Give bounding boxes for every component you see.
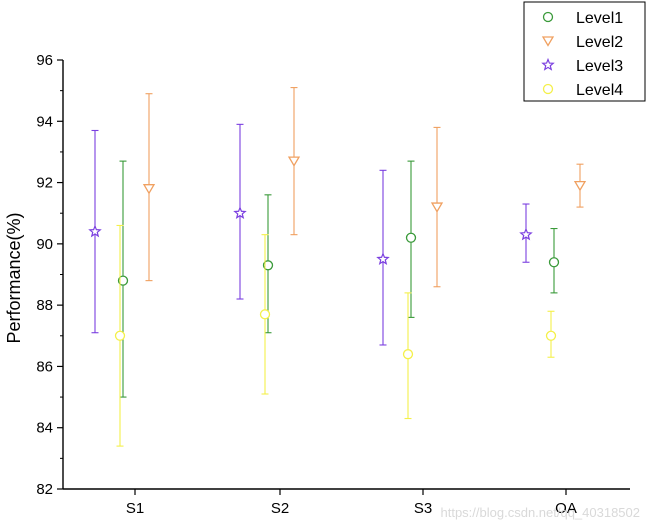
legend-item-level2: Level2 (541, 34, 623, 51)
x-tick-label: OA (555, 500, 577, 517)
data-point (287, 156, 301, 167)
legend-item-level3: Level3 (541, 57, 623, 75)
data-point (402, 349, 414, 360)
data-point (117, 275, 129, 286)
legend-label: Level2 (576, 34, 623, 51)
y-tick-label: 82 (36, 481, 53, 498)
data-point (548, 257, 560, 268)
legend-label: Level4 (576, 82, 623, 99)
data-point (545, 330, 557, 341)
legend-item-level1: Level1 (542, 10, 623, 27)
data-point (114, 330, 126, 341)
y-tick-label: 94 (36, 113, 53, 130)
legend-label: Level1 (576, 10, 623, 27)
series-level1 (117, 160, 560, 398)
x-tick-label: S1 (126, 500, 144, 517)
x-tick-label: S2 (271, 500, 289, 517)
x-tick-label: S3 (414, 500, 432, 517)
legend-label: Level3 (576, 58, 623, 75)
data-point (88, 224, 102, 238)
y-tick-label: 88 (36, 297, 53, 314)
y-tick-label: 84 (36, 420, 53, 437)
data-point (233, 206, 247, 219)
legend-marker (541, 36, 555, 47)
legend-marker (541, 57, 555, 71)
series-level2 (142, 87, 587, 288)
data-point (142, 184, 156, 195)
series-level3 (88, 123, 533, 346)
series-level4 (114, 224, 557, 447)
data-point (405, 232, 417, 243)
legend: Level1 Level2 Level3 Level4 (523, 1, 646, 102)
watermark: https://blog.csdn.net/qq_40318502 (441, 505, 641, 520)
data-point (259, 309, 271, 320)
y-tick-label: 86 (36, 358, 53, 375)
y-tick-label: 96 (36, 52, 53, 69)
data-point (430, 202, 444, 213)
data-point (573, 180, 587, 192)
data-point (519, 227, 533, 241)
y-tick-label: 92 (36, 175, 53, 192)
data-point (376, 252, 390, 265)
y-tick-label: 90 (36, 236, 53, 253)
legend-marker (542, 11, 554, 23)
data-point (262, 260, 274, 271)
axes (62, 60, 630, 490)
legend-marker (542, 83, 554, 95)
legend-item-level4: Level4 (542, 82, 623, 99)
y-axis-ticks: 82 84 86 88 90 92 94 96 (36, 52, 63, 498)
x-axis-ticks: S1 S2 S3 OA (126, 489, 577, 517)
data-series (88, 87, 587, 447)
y-axis-label: Performance(%) (4, 212, 24, 343)
